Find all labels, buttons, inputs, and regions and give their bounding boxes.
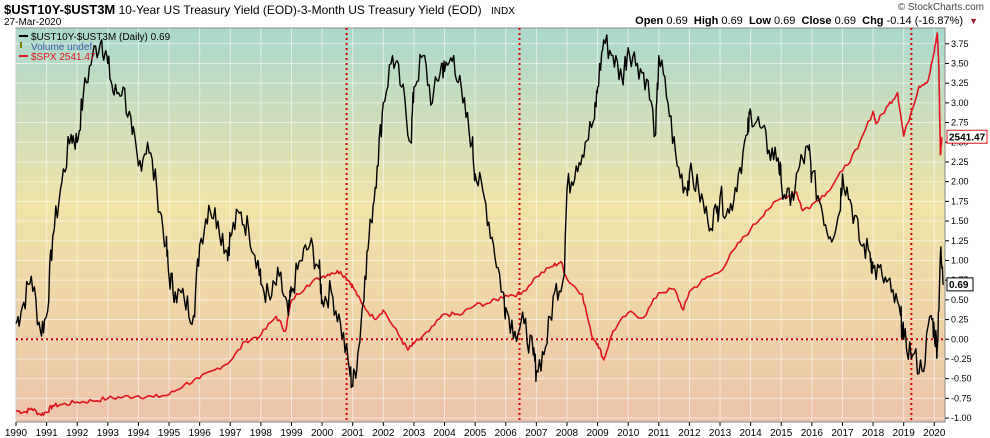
- y-axis-ticks: 3.753.503.253.002.752.502.252.001.751.50…: [945, 39, 972, 423]
- chg-label: Chg: [862, 15, 884, 27]
- y-tick-label: -0.25: [951, 354, 972, 364]
- x-tick-label: 2005: [464, 428, 487, 438]
- y-tick-label: 1.25: [951, 236, 969, 246]
- y-tick-label: 3.75: [951, 39, 969, 49]
- x-tick-label: 2017: [831, 428, 854, 438]
- x-tick-label: 2015: [770, 428, 793, 438]
- open-label: Open: [635, 15, 664, 27]
- x-tick-label: 1995: [158, 428, 181, 438]
- y-tick-label: -0.75: [951, 393, 972, 403]
- x-tick-label: 2016: [801, 428, 824, 438]
- chg-value: -0.14 (-16.87%): [886, 15, 964, 27]
- y-tick-label: 1.00: [951, 255, 969, 265]
- chart-title: $UST10Y-$UST3M 10-Year US Treasury Yield…: [4, 2, 515, 17]
- spx-line: [15, 32, 943, 417]
- spx-value-tag-label: 2541.47: [949, 132, 986, 143]
- close-label: Close: [801, 15, 832, 27]
- quote-bar: Open 0.69 High 0.69 Low 0.69 Close 0.69 …: [635, 15, 978, 27]
- y-tick-label: -0.50: [951, 374, 972, 384]
- y-tick-label: 3.50: [951, 58, 969, 68]
- low-value: 0.69: [774, 15, 796, 27]
- x-tick-label: 2018: [862, 428, 885, 438]
- x-tick-label: 1991: [35, 428, 58, 438]
- legend: $UST10Y-$UST3M (Daily) 0.69 Volume undef…: [19, 32, 171, 63]
- grid: [15, 28, 945, 422]
- x-axis-ticks: 1990 1991 1992 1993 1994 1995 1996 1997 1998 1999…: [5, 422, 946, 438]
- down-triangle-icon: ▼: [969, 16, 978, 26]
- spx-value-tag: [946, 129, 988, 144]
- x-tick-label: 2004: [433, 428, 456, 438]
- x-tick-label: 1997: [219, 428, 242, 438]
- spread-value-tag-label: 0.69: [949, 280, 969, 291]
- symbol-label: $UST10Y-$UST3M: [4, 2, 116, 17]
- y-tick-label: 0.00: [951, 334, 969, 344]
- spread-value-tag: [946, 277, 974, 292]
- x-tick-label: 2000: [311, 428, 334, 438]
- spread-line: [15, 34, 945, 389]
- x-tick-label: 2008: [556, 428, 579, 438]
- x-tick-label: 1990: [5, 428, 28, 438]
- y-tick-label: 1.75: [951, 196, 969, 206]
- x-tick-label: 2001: [342, 428, 365, 438]
- x-tick-label: 2006: [495, 428, 518, 438]
- close-value: 0.69: [834, 15, 856, 27]
- x-tick-label: 1994: [127, 428, 150, 438]
- y-tick-label: 3.25: [951, 78, 969, 88]
- x-tick-label: 2012: [678, 428, 701, 438]
- x-tick-label: 2010: [617, 428, 640, 438]
- x-tick-label: 1999: [280, 428, 303, 438]
- y-tick-label: 2.75: [951, 118, 969, 128]
- y-tick-label: 1.50: [951, 216, 969, 226]
- y-tick-label: 2.00: [951, 177, 969, 187]
- x-tick-label: 1993: [97, 428, 120, 438]
- x-tick-label: 2011: [648, 428, 670, 438]
- x-tick-label: 2002: [372, 428, 395, 438]
- x-tick-label: 1996: [189, 428, 212, 438]
- y-tick-label: 3.00: [951, 98, 969, 108]
- x-tick-label: 2009: [586, 428, 609, 438]
- low-label: Low: [748, 15, 771, 27]
- value-tags: 2541.47 0.69: [946, 129, 988, 292]
- y-tick-label: 2.25: [951, 157, 969, 167]
- y-tick-label: 0.50: [951, 295, 969, 305]
- x-tick-label: 1998: [250, 428, 273, 438]
- high-value: 0.69: [721, 15, 743, 27]
- x-tick-label: 2014: [740, 428, 763, 438]
- description-label: 10-Year US Treasury Yield (EOD)-3-Month …: [118, 3, 482, 17]
- legend-spread-label: $UST10Y-$UST3M (Daily) 0.69: [31, 32, 171, 43]
- x-tick-label: 2020: [923, 428, 946, 438]
- legend-volume-swatch: [20, 42, 22, 48]
- exchange-label: INDX: [490, 6, 515, 17]
- x-tick-label: 1992: [66, 428, 89, 438]
- y-tick-label: 0.25: [951, 315, 969, 325]
- x-tick-label: 2013: [709, 428, 732, 438]
- high-label: High: [693, 15, 719, 27]
- stockcharts-logo: © StockCharts.com: [897, 2, 984, 13]
- spx-series: [15, 32, 943, 417]
- spread-series: [15, 34, 945, 389]
- x-tick-label: 2003: [403, 428, 426, 438]
- plot-area: [15, 27, 946, 423]
- y-tick-label: -1.00: [951, 413, 972, 423]
- x-tick-label: 2007: [525, 428, 548, 438]
- x-tick-label: 2019: [893, 428, 916, 438]
- legend-spx-label: $SPX 2541.47: [31, 52, 96, 63]
- legend-volume-label: Volume undef: [31, 42, 92, 53]
- date-label: 27-Mar-2020: [4, 17, 62, 28]
- open-value: 0.69: [666, 15, 688, 27]
- reference-lines: [16, 28, 945, 422]
